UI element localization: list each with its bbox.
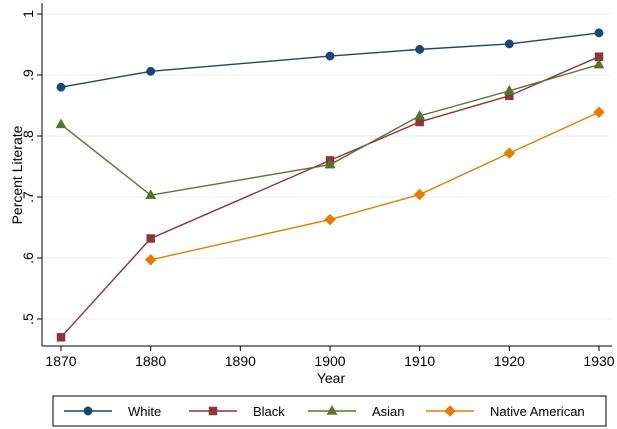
y-tick-label: .7 — [20, 191, 36, 203]
x-tick-label: 1900 — [314, 353, 345, 369]
data-point-marker — [324, 158, 336, 169]
series-native-american — [144, 106, 605, 266]
y-tick-label: .9 — [20, 69, 36, 81]
y-tick-label: .8 — [20, 130, 36, 142]
series-line — [60, 63, 600, 196]
legend-item: Native American — [426, 404, 585, 419]
gridlines — [42, 13, 612, 320]
data-point-marker — [504, 39, 514, 49]
legend-label: White — [128, 404, 161, 419]
legend-marker — [326, 404, 338, 415]
y-tick-label: .5 — [20, 313, 36, 325]
data-point-marker — [414, 109, 426, 120]
legend-label: Native American — [490, 404, 585, 419]
legend-item: Asian — [308, 404, 405, 419]
data-point-marker — [593, 106, 605, 119]
y-axis-title: Percent Literate — [9, 125, 25, 224]
data-point-marker — [146, 234, 155, 243]
axes — [41, 3, 612, 347]
series-line — [60, 56, 600, 338]
x-tick-label: 1890 — [225, 353, 256, 369]
legend-item: Black — [189, 404, 285, 419]
data-point-marker — [324, 213, 336, 226]
x-axis-ticks: 1870 1880 1890 1900 1910 1920 1930 — [45, 346, 615, 369]
x-tick-label: 1920 — [494, 353, 525, 369]
legend-item: White — [64, 404, 161, 419]
x-tick-label: 1870 — [45, 353, 76, 369]
legend-marker — [444, 405, 456, 417]
x-tick-label: 1910 — [404, 353, 435, 369]
x-axis-title: Year — [317, 370, 346, 386]
data-point-marker — [325, 51, 335, 61]
legend: White Black Asian Native American — [52, 395, 607, 427]
legend-marker — [208, 406, 218, 416]
x-tick-label: 1930 — [583, 353, 614, 369]
data-point-marker — [145, 189, 157, 199]
y-axis-ticks: .5 .6 .7 .8 .9 1 — [20, 10, 42, 325]
data-point-marker — [415, 44, 425, 54]
y-tick-label: 1 — [20, 10, 36, 18]
plot-area — [42, 3, 612, 346]
data-point-marker — [146, 66, 156, 76]
legend-label: Black — [253, 404, 285, 419]
x-tick-label: 1880 — [135, 353, 166, 369]
series-line — [60, 32, 600, 88]
series-white — [56, 28, 604, 92]
data-point-marker — [55, 118, 67, 129]
data-point-marker — [56, 333, 66, 342]
data-point-marker — [593, 58, 605, 69]
data-point-marker — [503, 84, 515, 95]
data-point-marker — [56, 82, 66, 92]
series-asian — [55, 58, 605, 199]
series-group — [55, 28, 605, 342]
data-point-marker — [594, 28, 604, 38]
legend-label: Asian — [372, 404, 405, 419]
data-point-marker — [503, 147, 516, 159]
data-point-marker — [413, 188, 426, 201]
legend-marker — [83, 406, 93, 416]
y-tick-label: .6 — [20, 252, 36, 264]
data-point-marker — [144, 253, 157, 266]
